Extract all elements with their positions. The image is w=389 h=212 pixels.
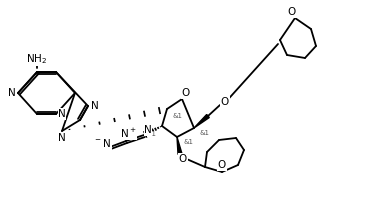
Polygon shape xyxy=(177,137,182,154)
Text: N: N xyxy=(58,109,66,119)
Text: O: O xyxy=(288,7,296,17)
Text: O: O xyxy=(218,160,226,170)
Text: &1: &1 xyxy=(147,131,157,137)
Text: O: O xyxy=(182,88,190,98)
Text: N$^+$: N$^+$ xyxy=(120,126,136,139)
Text: N: N xyxy=(91,101,99,111)
Text: NH$_2$: NH$_2$ xyxy=(26,52,47,66)
Text: $^-$N: $^-$N xyxy=(93,137,111,149)
Text: &1: &1 xyxy=(173,113,183,119)
Text: N: N xyxy=(144,125,152,135)
Text: &1: &1 xyxy=(184,139,194,145)
Text: N: N xyxy=(58,133,66,143)
Text: O: O xyxy=(221,97,229,107)
Polygon shape xyxy=(194,114,209,128)
Text: O: O xyxy=(179,154,187,164)
Text: &1: &1 xyxy=(200,130,210,136)
Text: N: N xyxy=(8,88,16,98)
